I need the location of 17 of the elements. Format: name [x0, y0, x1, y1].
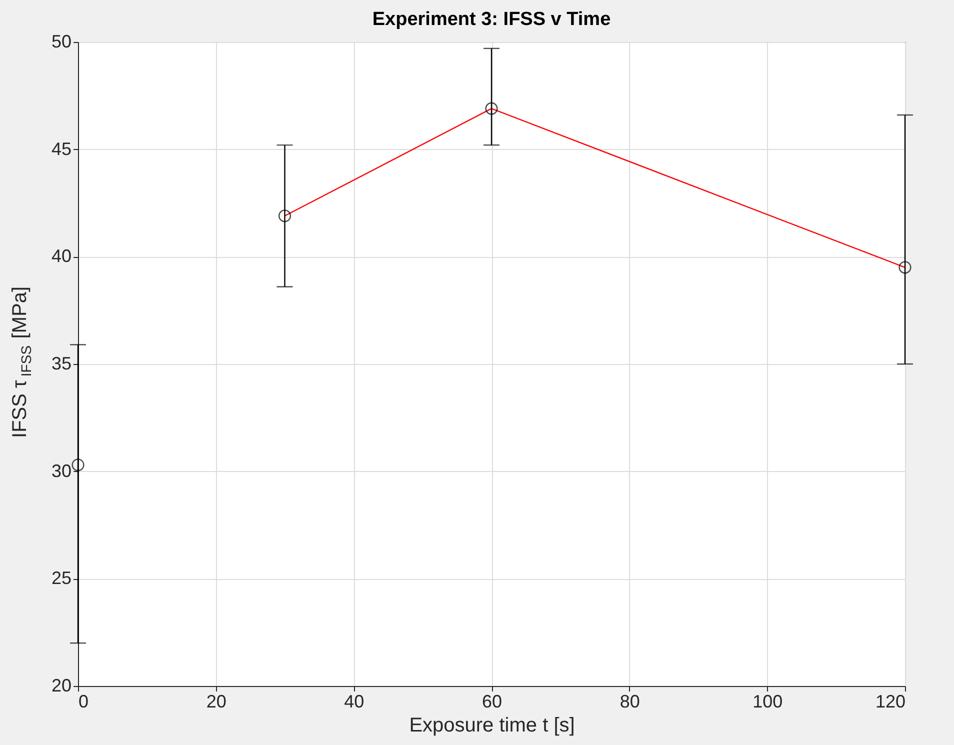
chart-title: Experiment 3: IFSS v Time [372, 9, 611, 30]
y-tick-label: 35 [51, 354, 72, 374]
y-tick-label: 30 [51, 460, 72, 481]
x-axis-title: Exposure time t [s] [409, 714, 575, 736]
x-tick-label: 60 [482, 692, 502, 712]
y-tick-label: 25 [51, 568, 72, 588]
x-tick-label: 0 [78, 692, 89, 712]
x-tick-label: 80 [620, 692, 640, 712]
y-tick-label: 40 [51, 246, 72, 266]
x-tick-label: 120 [875, 692, 906, 712]
x-tick-label: 100 [752, 692, 783, 712]
y-tick-label: 45 [51, 138, 72, 159]
y-axis-title: IFSS τIFSS [MPa] [9, 286, 34, 438]
y-tick-label: 20 [51, 676, 72, 696]
x-tick-label: 20 [206, 692, 226, 712]
y-tick-label: 50 [51, 32, 72, 52]
x-tick-label: 40 [344, 692, 364, 712]
